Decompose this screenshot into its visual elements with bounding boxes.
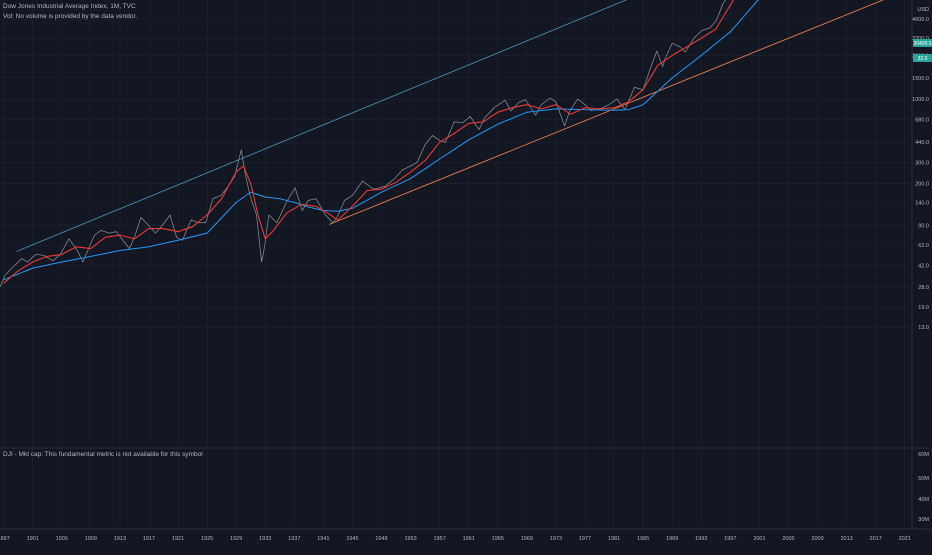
x-tick-label: 1957 xyxy=(434,536,446,542)
x-tick-label: 1993 xyxy=(695,536,707,542)
time-axis[interactable]: 1897 1901 1905 1909 1913 1917 1921 1925 1929 1933… xyxy=(0,536,911,542)
x-tick-label: 1917 xyxy=(143,536,155,542)
x-tick-label: 2005 xyxy=(782,536,794,542)
y-tick-label: 440.0 xyxy=(915,140,929,146)
y-tick-label: 200.0 xyxy=(915,182,929,188)
x-tick-label: 1913 xyxy=(114,536,126,542)
volume-legend: Vol: No volume is provided by the data v… xyxy=(3,13,138,20)
y-tick-label: 13.0 xyxy=(918,325,929,331)
lower-pane-tick: 50M xyxy=(918,476,929,482)
upper-channel-line xyxy=(16,0,628,252)
x-tick-label: 1949 xyxy=(375,536,387,542)
x-tick-label: 1985 xyxy=(637,536,649,542)
plot-area xyxy=(0,0,885,288)
y-tick-label: 300.0 xyxy=(915,160,929,166)
x-tick-label: 1905 xyxy=(56,536,68,542)
x-tick-label: 1909 xyxy=(85,536,97,542)
grid xyxy=(0,0,932,530)
y-tick-label: 28.0 xyxy=(918,285,929,291)
x-tick-label: 2021 xyxy=(899,536,911,542)
y-tick-label: 62.0 xyxy=(918,243,929,249)
x-tick-label: 1989 xyxy=(666,536,678,542)
x-tick-label: 1941 xyxy=(317,536,329,542)
y-tick-label: 19.0 xyxy=(918,305,929,311)
price-tag-label: 32.0 xyxy=(918,56,928,62)
y-tick-label: 1500.0 xyxy=(912,76,929,82)
x-tick-label: 1925 xyxy=(201,536,213,542)
x-tick-label: 1965 xyxy=(492,536,504,542)
x-tick-label: 1953 xyxy=(404,536,416,542)
x-tick-label: 1897 xyxy=(0,536,10,542)
price-tags: 30409.5 32.0 xyxy=(913,39,932,62)
x-tick-label: 1997 xyxy=(724,536,736,542)
x-tick-label: 2017 xyxy=(870,536,882,542)
price-series xyxy=(0,0,726,288)
y-tick-label: 4600.0 xyxy=(912,17,929,23)
x-tick-label: 1901 xyxy=(27,536,39,542)
x-tick-label: 1937 xyxy=(288,536,300,542)
x-tick-label: 2009 xyxy=(811,536,823,542)
price-tag-box xyxy=(913,39,932,47)
x-tick-label: 1933 xyxy=(259,536,271,542)
lower-pane-tick: 40M xyxy=(918,497,929,503)
x-tick-label: 1977 xyxy=(579,536,591,542)
currency-label: USD xyxy=(917,7,929,13)
x-tick-label: 1961 xyxy=(463,536,475,542)
y-tick-label: 90.0 xyxy=(918,224,929,230)
price-tag-box xyxy=(913,54,932,62)
y-tick-label: 140.0 xyxy=(915,200,929,206)
y-tick-label: 680.0 xyxy=(915,117,929,123)
lower-channel-line xyxy=(329,0,885,225)
y-tick-label: 1000.0 xyxy=(912,97,929,103)
lower-pane-tick: 30M xyxy=(918,517,929,523)
x-tick-label: 1921 xyxy=(172,536,184,542)
market-cap-pane: 60M 50M 40M 30M xyxy=(918,452,929,523)
x-tick-label: 1973 xyxy=(550,536,562,542)
chart-title[interactable]: Dow Jones Industrial Average Index, 1M, … xyxy=(3,3,136,10)
market-cap-legend: DJI - Mkt cap: This fundamental metric i… xyxy=(3,451,203,458)
price-tag-label: 30409.5 xyxy=(913,41,931,47)
ma-fast-series xyxy=(3,0,735,284)
x-tick-label: 2013 xyxy=(840,536,852,542)
lower-pane-tick: 60M xyxy=(918,452,929,458)
x-tick-label: 1929 xyxy=(230,536,242,542)
x-tick-label: 1969 xyxy=(521,536,533,542)
y-tick-label: 42.0 xyxy=(918,264,929,270)
x-tick-label: 1981 xyxy=(608,536,620,542)
x-tick-label: 2001 xyxy=(753,536,765,542)
x-tick-label: 1945 xyxy=(346,536,358,542)
ma-slow-series xyxy=(3,0,759,281)
